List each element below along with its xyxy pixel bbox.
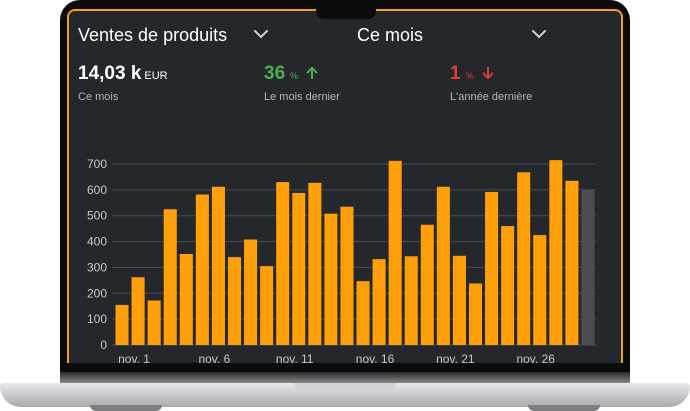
- bar[interactable]: [533, 235, 547, 345]
- x-tick-label: nov. 21: [436, 352, 475, 363]
- x-tick-label: nov. 26: [516, 352, 555, 363]
- camera-notch: [316, 0, 376, 19]
- bar[interactable]: [452, 255, 466, 345]
- bar[interactable]: [260, 266, 274, 345]
- report-dropdown-label: Ventes de produits: [78, 25, 228, 45]
- bar[interactable]: [356, 281, 370, 345]
- current-total: 14,03 k EUR: [78, 63, 168, 85]
- x-tick-label: nov. 16: [356, 352, 395, 363]
- bar[interactable]: [565, 180, 579, 345]
- bar[interactable]: [517, 172, 531, 345]
- chevron-down-icon[interactable]: [253, 27, 269, 41]
- bar[interactable]: [147, 300, 161, 345]
- laptop-thumb-notch: [294, 383, 396, 391]
- bar[interactable]: [163, 209, 177, 345]
- x-tick-label: nov. 6: [198, 352, 230, 363]
- sales-bar-chart: 0 100 200 300 400 500 600 700 nov. 1 nov. 6 nov. 1…: [87, 157, 596, 363]
- arrow-down-icon: [482, 67, 494, 80]
- bar[interactable]: [227, 257, 242, 345]
- bar[interactable]: [372, 259, 386, 345]
- bar[interactable]: [485, 191, 499, 345]
- bar-current-day[interactable]: [581, 189, 595, 345]
- last-month-unit: %: [290, 71, 299, 81]
- current-total-unit: EUR: [144, 70, 168, 82]
- bar[interactable]: [404, 256, 418, 345]
- bar[interactable]: [436, 186, 450, 345]
- x-tick-label: nov. 1: [118, 352, 150, 363]
- bar[interactable]: [340, 206, 354, 345]
- bar[interactable]: [549, 160, 563, 345]
- app-screen: Ventes de produits Ce mois 14,03 k EUR Ce…: [67, 9, 623, 363]
- last-year-change: 1%: [450, 63, 495, 85]
- bar[interactable]: [244, 239, 258, 345]
- y-tick-label: 500: [87, 209, 107, 223]
- bar[interactable]: [324, 213, 338, 345]
- x-tick-label: nov. 11: [276, 352, 314, 363]
- laptop-foot-left: [90, 405, 162, 411]
- bar[interactable]: [292, 192, 306, 345]
- arrow-up-icon: [306, 66, 319, 79]
- y-tick-label: 0: [100, 338, 107, 352]
- report-dropdown[interactable]: Ventes de produits: [78, 25, 227, 46]
- bar[interactable]: [179, 253, 193, 345]
- laptop-foot-right: [528, 405, 600, 411]
- y-tick-label: 700: [87, 157, 107, 171]
- bar[interactable]: [195, 194, 209, 345]
- last-month-value: 36: [264, 63, 286, 84]
- current-total-label: Ce mois: [78, 91, 119, 103]
- bar[interactable]: [388, 160, 402, 345]
- current-total-value: 14,03 k: [78, 63, 142, 84]
- period-dropdown[interactable]: Ce mois: [357, 25, 423, 46]
- y-tick-label: 400: [87, 235, 107, 249]
- period-dropdown-label: Ce mois: [357, 25, 424, 45]
- bar[interactable]: [420, 224, 434, 345]
- bar[interactable]: [468, 283, 483, 345]
- bar[interactable]: [211, 186, 225, 345]
- bar[interactable]: [308, 182, 322, 345]
- y-tick-label: 600: [87, 183, 107, 197]
- y-tick-label: 300: [87, 260, 107, 274]
- bar[interactable]: [115, 304, 129, 345]
- last-month-change: 36%: [264, 63, 319, 85]
- last-year-value: 1: [450, 63, 461, 84]
- bar[interactable]: [131, 277, 145, 345]
- y-tick-label: 200: [87, 286, 107, 300]
- last-year-label: L'année dernière: [450, 91, 533, 103]
- last-month-label: Le mois dernier: [264, 91, 340, 103]
- last-year-unit: %: [465, 71, 474, 81]
- chevron-down-icon[interactable]: [531, 27, 547, 41]
- bar[interactable]: [276, 182, 290, 345]
- bar[interactable]: [501, 226, 515, 345]
- y-tick-label: 100: [87, 312, 107, 326]
- laptop-hinge: [60, 372, 630, 384]
